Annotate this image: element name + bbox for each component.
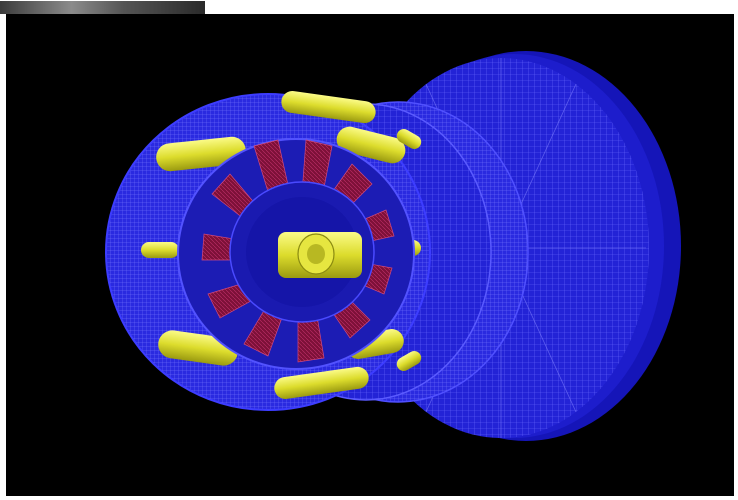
motor-mesh-illustration	[105, 51, 681, 441]
mesh-render-scene	[6, 14, 734, 496]
top-left-photo-strip	[0, 0, 205, 14]
central-shaft	[278, 232, 362, 278]
